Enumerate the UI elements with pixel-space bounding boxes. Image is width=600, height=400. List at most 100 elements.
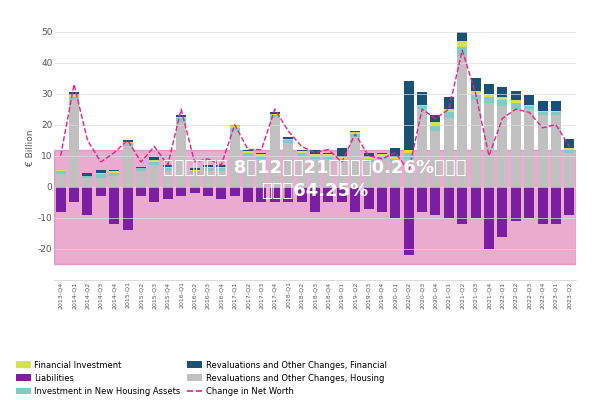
Bar bbox=[551, 111, 561, 112]
Bar bbox=[56, 170, 66, 171]
Bar bbox=[243, 156, 253, 187]
Bar bbox=[484, 94, 494, 97]
Bar bbox=[417, 104, 427, 106]
Bar bbox=[323, 187, 334, 202]
Bar bbox=[136, 167, 146, 168]
Bar bbox=[511, 100, 521, 103]
Bar bbox=[176, 115, 186, 117]
Bar bbox=[404, 187, 414, 255]
Bar bbox=[136, 171, 146, 187]
Bar bbox=[377, 187, 387, 212]
Bar bbox=[190, 168, 200, 170]
Bar bbox=[470, 94, 481, 100]
Bar bbox=[283, 137, 293, 139]
Bar bbox=[551, 112, 561, 115]
Bar bbox=[149, 165, 160, 187]
Bar bbox=[444, 109, 454, 112]
Bar bbox=[310, 187, 320, 212]
Bar bbox=[350, 187, 360, 212]
Bar bbox=[484, 187, 494, 249]
Bar bbox=[270, 114, 280, 115]
Bar bbox=[323, 159, 334, 187]
Bar bbox=[404, 153, 414, 159]
Bar bbox=[350, 132, 360, 134]
Bar bbox=[417, 106, 427, 109]
Bar bbox=[511, 90, 521, 100]
Bar bbox=[136, 168, 146, 171]
Bar bbox=[109, 170, 119, 171]
Bar bbox=[390, 162, 400, 187]
Bar bbox=[109, 176, 119, 187]
Bar bbox=[283, 139, 293, 140]
Bar bbox=[497, 106, 508, 187]
Bar bbox=[337, 187, 347, 202]
Bar bbox=[404, 159, 414, 187]
Bar bbox=[69, 95, 79, 97]
Bar bbox=[216, 165, 226, 167]
Bar bbox=[337, 162, 347, 187]
Bar bbox=[444, 118, 454, 187]
Bar bbox=[337, 157, 347, 159]
Bar bbox=[136, 187, 146, 196]
Bar bbox=[96, 173, 106, 174]
Bar bbox=[190, 174, 200, 187]
Bar bbox=[176, 187, 186, 196]
Bar bbox=[390, 187, 400, 218]
Bar bbox=[538, 115, 548, 187]
Bar bbox=[404, 81, 414, 150]
Bar bbox=[524, 187, 534, 218]
Bar bbox=[69, 97, 79, 100]
Bar bbox=[230, 128, 240, 131]
Bar bbox=[310, 156, 320, 159]
Bar bbox=[283, 187, 293, 202]
Bar bbox=[310, 154, 320, 156]
Bar bbox=[484, 103, 494, 187]
Bar bbox=[109, 171, 119, 173]
Bar bbox=[243, 150, 253, 151]
Bar bbox=[163, 167, 173, 168]
Bar bbox=[56, 171, 66, 174]
Bar bbox=[82, 174, 92, 178]
Bar bbox=[230, 187, 240, 196]
Bar bbox=[511, 109, 521, 187]
Bar bbox=[417, 187, 427, 212]
Bar bbox=[149, 160, 160, 162]
Bar bbox=[256, 153, 266, 154]
Bar bbox=[122, 146, 133, 187]
Bar bbox=[350, 134, 360, 137]
Bar bbox=[497, 97, 508, 100]
Bar bbox=[484, 97, 494, 103]
Bar bbox=[364, 157, 374, 159]
Bar bbox=[323, 153, 334, 154]
Bar bbox=[176, 118, 186, 122]
Bar bbox=[551, 102, 561, 111]
Bar bbox=[323, 156, 334, 159]
Bar bbox=[270, 187, 280, 202]
Bar bbox=[538, 102, 548, 111]
Bar bbox=[444, 97, 454, 109]
Bar bbox=[122, 187, 133, 230]
Legend: Financial Investment, Liabilities, Investment in New Housing Assets, Revaluation: Financial Investment, Liabilities, Inves… bbox=[16, 360, 387, 396]
Bar bbox=[497, 88, 508, 97]
Bar bbox=[216, 168, 226, 171]
Bar bbox=[296, 151, 307, 153]
Bar bbox=[82, 173, 92, 176]
Bar bbox=[337, 148, 347, 157]
Bar bbox=[256, 156, 266, 159]
Bar bbox=[216, 171, 226, 187]
Bar bbox=[270, 115, 280, 118]
Bar bbox=[524, 104, 534, 106]
Bar bbox=[564, 150, 574, 153]
Bar bbox=[310, 159, 320, 187]
Bar bbox=[283, 143, 293, 187]
Bar bbox=[444, 187, 454, 218]
Bar bbox=[470, 100, 481, 187]
Bar bbox=[538, 187, 548, 224]
Bar bbox=[270, 112, 280, 114]
Bar bbox=[176, 117, 186, 118]
Bar bbox=[149, 187, 160, 202]
Bar bbox=[538, 112, 548, 115]
Bar bbox=[364, 162, 374, 187]
Bar bbox=[404, 150, 414, 153]
Bar bbox=[163, 168, 173, 171]
